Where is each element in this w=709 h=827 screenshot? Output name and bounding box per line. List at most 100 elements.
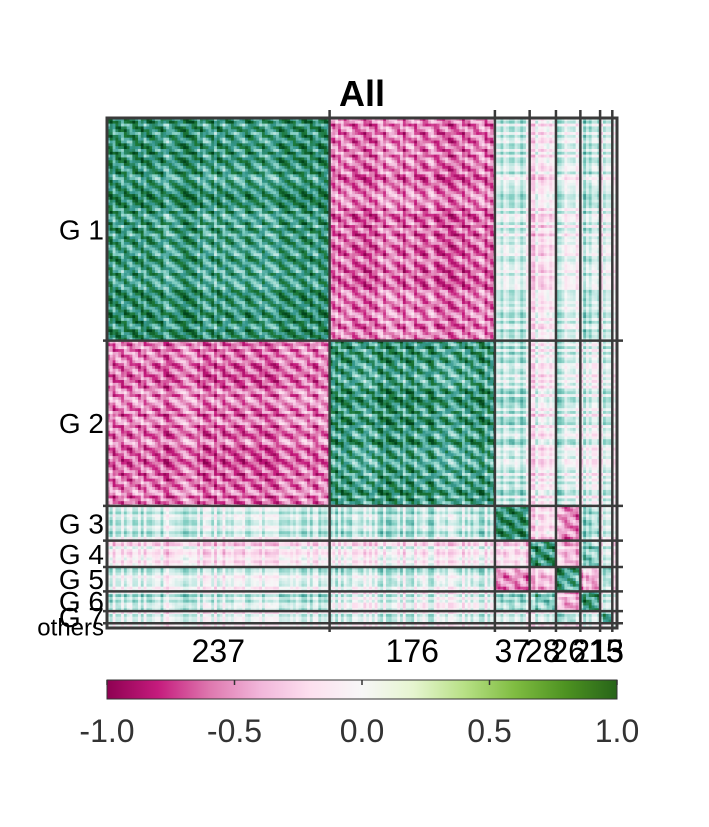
heatmap-cell bbox=[301, 247, 305, 251]
heatmap-cell bbox=[267, 154, 271, 158]
heatmap-cell bbox=[143, 182, 147, 186]
heatmap-cell bbox=[160, 191, 164, 195]
heatmap-cell bbox=[270, 239, 274, 243]
heatmap-cell bbox=[304, 134, 308, 139]
heatmap-cell bbox=[202, 185, 206, 189]
heatmap-cell bbox=[250, 194, 254, 198]
heatmap-cell bbox=[290, 157, 294, 161]
heatmap-cell bbox=[245, 132, 249, 136]
heatmap-cell bbox=[276, 151, 280, 155]
heatmap-cell bbox=[304, 132, 308, 136]
heatmap-cell bbox=[118, 256, 122, 260]
heatmap-cell bbox=[264, 258, 268, 262]
heatmap-cell bbox=[264, 205, 268, 209]
heatmap-cell bbox=[137, 233, 142, 237]
heatmap-cell bbox=[143, 275, 147, 279]
heatmap-cell bbox=[295, 247, 299, 251]
heatmap-cell bbox=[326, 182, 330, 186]
heatmap-cell bbox=[295, 225, 299, 229]
heatmap-cell bbox=[256, 253, 260, 257]
heatmap-cell bbox=[304, 179, 308, 184]
heatmap-cell bbox=[326, 171, 330, 175]
heatmap-cell bbox=[123, 157, 128, 161]
heatmap-cell bbox=[309, 194, 313, 198]
heatmap-cell bbox=[222, 143, 226, 147]
heatmap-cell bbox=[154, 196, 159, 201]
heatmap-cell bbox=[107, 236, 111, 240]
heatmap-cell bbox=[152, 140, 156, 144]
heatmap-cell bbox=[298, 230, 302, 234]
heatmap-cell bbox=[205, 179, 209, 184]
heatmap-cell bbox=[225, 272, 229, 277]
heatmap-cell bbox=[188, 185, 192, 189]
heatmap-cell bbox=[140, 157, 144, 161]
heatmap-cell bbox=[166, 160, 170, 164]
heatmap-cell bbox=[250, 264, 254, 268]
heatmap-cell bbox=[222, 241, 226, 246]
heatmap-cell bbox=[171, 126, 175, 130]
heatmap-cell bbox=[180, 208, 184, 212]
heatmap-cell bbox=[185, 278, 190, 282]
heatmap-cell bbox=[183, 210, 187, 215]
heatmap-cell bbox=[183, 213, 187, 217]
heatmap-cell bbox=[191, 126, 195, 130]
heatmap-cell bbox=[149, 210, 153, 215]
heatmap-cell bbox=[177, 202, 181, 206]
heatmap-cell bbox=[259, 168, 263, 172]
heatmap-cell bbox=[230, 171, 235, 175]
heatmap-cell bbox=[267, 208, 271, 212]
heatmap-cell bbox=[228, 264, 232, 268]
heatmap-cell bbox=[233, 194, 237, 198]
heatmap-cell bbox=[267, 146, 271, 150]
heatmap-cell bbox=[228, 208, 232, 212]
heatmap-cell bbox=[261, 140, 266, 144]
heatmap-cell bbox=[304, 202, 308, 206]
heatmap-cell bbox=[276, 225, 280, 229]
heatmap-cell bbox=[326, 233, 330, 237]
heatmap-cell bbox=[281, 134, 285, 139]
heatmap-cell bbox=[245, 160, 249, 164]
heatmap-cell bbox=[216, 258, 221, 262]
heatmap-cell bbox=[152, 244, 156, 248]
heatmap-cell bbox=[137, 275, 142, 279]
heatmap-cell bbox=[281, 146, 285, 150]
heatmap-cell bbox=[247, 239, 251, 243]
heatmap-cell bbox=[247, 289, 251, 293]
heatmap-cell bbox=[295, 241, 299, 246]
heatmap-cell bbox=[137, 146, 142, 150]
heatmap-cell bbox=[146, 222, 150, 226]
heatmap-cell bbox=[143, 225, 147, 229]
heatmap-cell bbox=[197, 258, 201, 262]
heatmap-cell bbox=[188, 292, 192, 296]
heatmap-cell bbox=[180, 148, 184, 153]
heatmap-cell bbox=[278, 233, 282, 237]
heatmap-cell bbox=[225, 191, 229, 195]
heatmap-cell bbox=[256, 151, 260, 155]
heatmap-cell bbox=[205, 120, 209, 124]
heatmap-cell bbox=[197, 185, 201, 189]
heatmap-cell bbox=[152, 275, 156, 279]
heatmap-cell bbox=[166, 196, 170, 201]
heatmap-cell bbox=[140, 275, 144, 279]
heatmap-cell bbox=[183, 188, 187, 192]
heatmap-cell bbox=[250, 219, 254, 223]
heatmap-cell bbox=[188, 120, 192, 124]
heatmap-cell bbox=[202, 225, 206, 229]
heatmap-cell bbox=[261, 196, 266, 201]
heatmap-cell bbox=[261, 233, 266, 237]
heatmap-cell bbox=[112, 118, 116, 122]
heatmap-cell bbox=[239, 171, 243, 175]
heatmap-cell bbox=[107, 196, 111, 201]
heatmap-cell bbox=[273, 239, 277, 243]
heatmap-cell bbox=[191, 134, 195, 139]
heatmap-cell bbox=[298, 278, 302, 282]
heatmap-cell bbox=[185, 202, 190, 206]
heatmap-cell bbox=[115, 253, 119, 257]
heatmap-cell bbox=[312, 239, 316, 243]
heatmap-cell bbox=[278, 227, 282, 232]
heatmap-cell bbox=[225, 163, 229, 167]
heatmap-cell bbox=[256, 272, 260, 277]
heatmap-cell bbox=[304, 233, 308, 237]
heatmap-cell bbox=[123, 118, 128, 122]
heatmap-cell bbox=[183, 233, 187, 237]
